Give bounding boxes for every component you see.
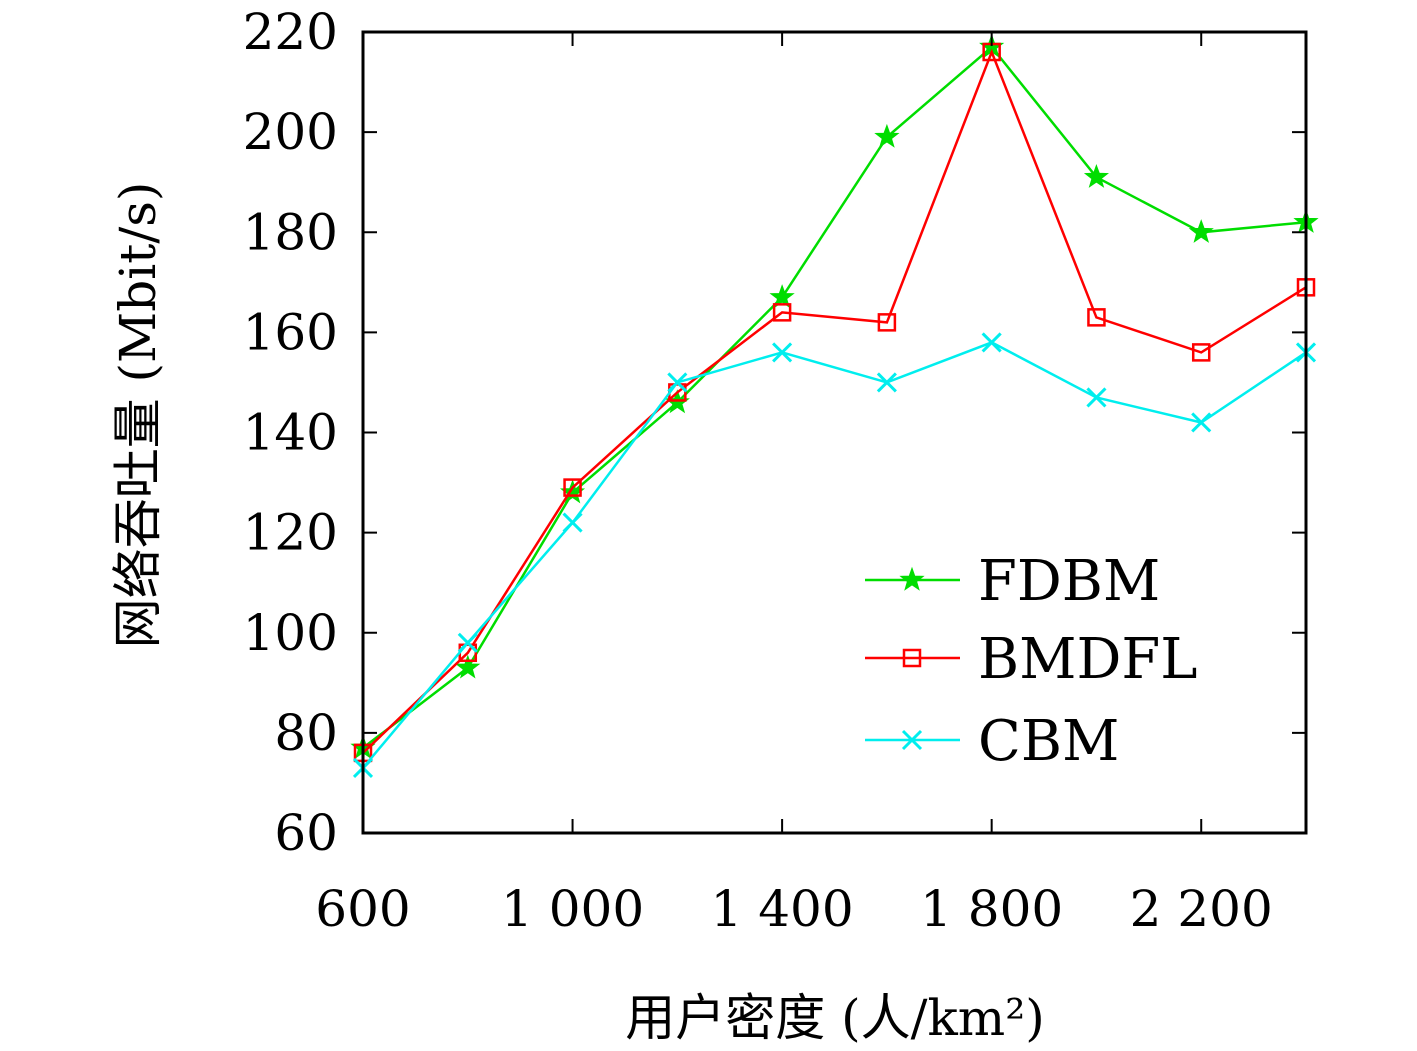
x-tick-label: 1 000 [501,880,644,938]
y-axis-title: 网络吞吐量 (Mbit/s) [109,182,167,649]
data-point-bmdfl [1087,308,1106,327]
series-cbm [352,332,1317,778]
data-point-fdbm [1083,164,1109,188]
x-tick-label: 1 800 [920,880,1063,938]
legend-label-cbm: CBM [978,709,1119,774]
data-point-cbm [1191,412,1212,433]
data-point-cbm [562,512,583,533]
legend-item-cbm: CBM [865,709,1119,774]
data-point-bmdfl [563,478,582,497]
data-point-fdbm [769,284,795,308]
data-point-cbm [772,342,793,363]
data-point-cbm [457,632,478,653]
x-axis-title: 用户密度 (人/km²) [625,989,1045,1047]
legend-marker-cbm [901,729,923,751]
data-point-cbm [876,372,897,393]
y-tick-label: 180 [243,203,338,261]
y-tick-label: 120 [243,504,338,562]
legend-marker-fdbm [899,566,925,591]
y-tick-label: 160 [243,303,338,361]
y-tick-label: 60 [274,804,338,862]
data-point-fdbm [455,654,481,679]
legend-item-bmdfl: BMDFL [865,627,1197,692]
data-point-bmdfl [772,303,792,322]
series-line-cbm [362,341,1307,769]
x-tick-label: 2 200 [1130,880,1273,938]
legend-label-fdbm: FDBM [978,549,1160,614]
x-tick-label: 600 [315,880,410,938]
y-tick-label: 140 [243,404,338,462]
plot-area-frame [361,30,1308,835]
y-tick-label: 200 [243,103,338,161]
data-point-cbm [1086,387,1107,408]
y-tick-label: 220 [243,3,338,61]
data-point-bmdfl [1191,343,1211,362]
data-point-bmdfl [877,313,897,332]
data-point-cbm [667,372,688,393]
y-tick-label: 80 [274,704,338,762]
legend-item-fdbm: FDBM [865,549,1160,614]
legend-label-bmdfl: BMDFL [978,627,1197,692]
series-line-fdbm [362,45,1307,749]
series-line-bmdfl [362,48,1307,754]
data-point-fdbm [874,123,900,148]
axis-ticks: 60 80 100 120 140 160 180 200 220 600 1 000 1 400 1 … [243,3,1306,938]
legend: FDBM BMDFL CBM [865,549,1197,774]
series-layer [350,33,1319,778]
legend-marker-bmdfl [902,648,922,668]
data-point-fdbm [1188,219,1214,243]
y-tick-label: 100 [243,604,338,662]
data-point-cbm [981,332,1002,353]
x-tick-label: 1 400 [711,880,854,938]
